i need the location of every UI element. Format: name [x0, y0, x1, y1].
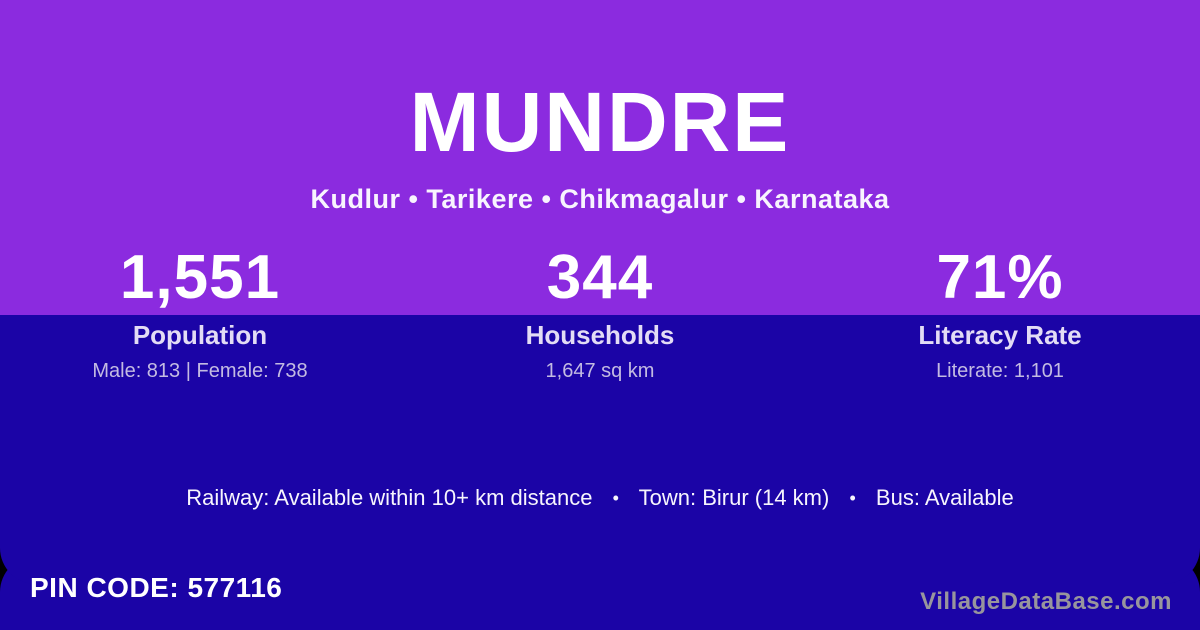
card-body-background [0, 315, 1200, 584]
card-header-background [0, 0, 1200, 315]
card [0, 0, 1200, 584]
